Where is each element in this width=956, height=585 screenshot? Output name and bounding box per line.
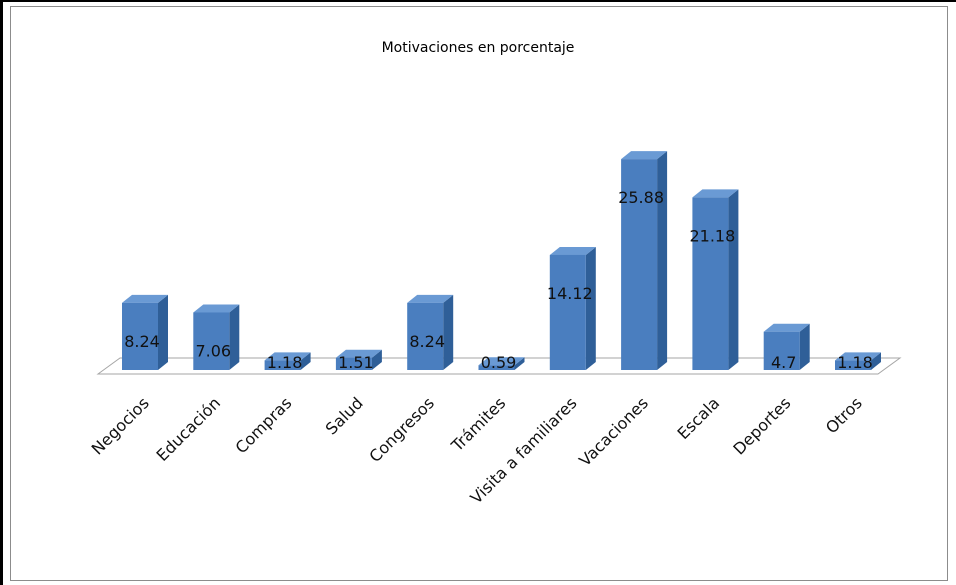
bar-side bbox=[229, 304, 240, 370]
category-label: Deportes bbox=[729, 393, 794, 458]
bar-top bbox=[335, 349, 382, 358]
frame-left-border bbox=[0, 0, 3, 585]
bar-side bbox=[799, 323, 810, 370]
data-label: 8.24 bbox=[124, 332, 160, 351]
category-label: Otros bbox=[822, 393, 866, 437]
bar-side bbox=[728, 189, 739, 370]
bar-side bbox=[514, 357, 525, 370]
data-label: 1.18 bbox=[837, 353, 873, 372]
data-label: 25.88 bbox=[618, 188, 664, 207]
bar-side bbox=[371, 349, 382, 370]
bar bbox=[335, 357, 372, 370]
bar-top bbox=[407, 294, 454, 303]
bar-side bbox=[585, 246, 596, 370]
bar-side bbox=[657, 151, 668, 370]
data-label: 0.59 bbox=[481, 353, 517, 372]
bar-top bbox=[122, 294, 168, 303]
category-label: Vacaciones bbox=[575, 393, 652, 470]
bar-top bbox=[621, 151, 668, 160]
bar bbox=[549, 254, 586, 370]
bar-side bbox=[158, 294, 168, 370]
data-label: 21.18 bbox=[689, 226, 735, 245]
bar-side bbox=[300, 352, 311, 370]
data-label: 7.06 bbox=[195, 341, 231, 360]
bar bbox=[264, 360, 301, 370]
bar-side bbox=[443, 294, 454, 370]
category-label: Compras bbox=[231, 393, 295, 457]
bar bbox=[621, 159, 658, 370]
category-label: Congresos bbox=[365, 393, 438, 466]
category-label: Educación bbox=[153, 393, 225, 465]
bar-top bbox=[763, 323, 810, 332]
chart-title: Motivaciones en porcentaje bbox=[381, 40, 575, 56]
bar-top bbox=[835, 352, 881, 361]
data-label: 4.7 bbox=[771, 353, 796, 372]
category-label: Negocios bbox=[88, 393, 153, 458]
bar bbox=[478, 365, 515, 370]
bar-top bbox=[549, 246, 596, 255]
bar bbox=[763, 331, 800, 370]
bar bbox=[193, 312, 230, 370]
category-label: Escala bbox=[674, 393, 724, 443]
data-label: 1.18 bbox=[267, 353, 303, 372]
bar-side bbox=[871, 352, 881, 370]
data-label: 14.12 bbox=[547, 284, 593, 303]
category-label: Trámites bbox=[447, 393, 509, 455]
bar bbox=[692, 197, 729, 370]
bar bbox=[407, 302, 444, 370]
bar-top bbox=[692, 189, 739, 198]
bar-top bbox=[193, 304, 240, 313]
data-label: 1.51 bbox=[338, 353, 374, 372]
category-label: Salud bbox=[322, 393, 367, 438]
bar bbox=[835, 360, 871, 370]
chart-area bbox=[10, 6, 948, 581]
bar-top bbox=[478, 357, 525, 366]
data-label: 8.24 bbox=[409, 332, 445, 351]
frame-top-border bbox=[0, 0, 956, 2]
bar bbox=[122, 302, 158, 370]
bar-top bbox=[264, 352, 311, 361]
